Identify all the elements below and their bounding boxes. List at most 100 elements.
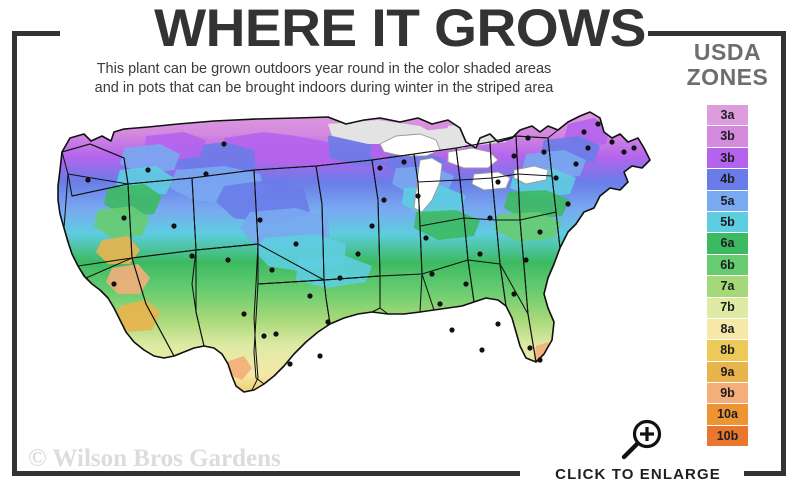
- city-marker: [273, 331, 279, 337]
- legend-swatch-3b-1[interactable]: 3b: [707, 126, 748, 148]
- watermark: © Wilson Bros Gardens: [28, 445, 281, 472]
- city-marker: [495, 179, 501, 185]
- legend-swatch-5b-5[interactable]: 5b: [707, 211, 748, 234]
- legend-swatch-label: 6a: [720, 236, 735, 251]
- city-marker: [377, 165, 383, 171]
- frame-top-left: [12, 31, 60, 36]
- city-marker: [415, 193, 421, 199]
- city-marker: [449, 327, 455, 333]
- legend-swatch-label: 5b: [720, 214, 735, 229]
- city-marker: [595, 121, 601, 127]
- city-marker: [537, 357, 543, 363]
- city-marker: [307, 293, 313, 299]
- city-marker: [257, 217, 263, 223]
- legend-swatch-label: 3b: [720, 150, 735, 165]
- legend-swatch-label: 3a: [720, 107, 735, 122]
- city-marker: [581, 129, 587, 135]
- city-marker: [369, 223, 375, 229]
- legend-swatch-7a-8[interactable]: 7a: [707, 276, 748, 298]
- city-marker: [145, 167, 151, 173]
- city-marker: [241, 311, 247, 317]
- city-marker: [111, 281, 117, 287]
- city-marker: [479, 347, 485, 353]
- legend-swatch-label: 8a: [720, 321, 735, 336]
- subtitle-line-2: and in pots that can be brought indoors …: [94, 80, 554, 96]
- legend-swatch-9b-13[interactable]: 9b: [707, 383, 748, 405]
- city-marker: [609, 139, 615, 145]
- legend-heading-line-1: USDA: [693, 39, 762, 65]
- city-marker: [537, 229, 543, 235]
- legend-swatch-label: 10a: [717, 407, 738, 422]
- city-marker: [225, 257, 231, 263]
- city-marker: [525, 135, 531, 141]
- legend-heading: USDA ZONES: [660, 40, 795, 90]
- zone-pocket-9b-28: [226, 356, 252, 380]
- city-marker: [511, 291, 517, 297]
- city-marker: [437, 301, 443, 307]
- legend-swatch-5a-4[interactable]: 5a: [707, 190, 748, 212]
- legend-swatch-3b-2[interactable]: 3b: [707, 147, 748, 170]
- legend-swatch-label: 9b: [720, 386, 735, 401]
- city-marker: [171, 223, 177, 229]
- frame-bottom-right: [744, 471, 786, 476]
- city-marker: [325, 319, 331, 325]
- legend-swatch-4b-3[interactable]: 4b: [707, 169, 748, 191]
- click-to-enlarge-label[interactable]: CLICK TO ENLARGE: [555, 466, 721, 483]
- legend-swatch-3a-0[interactable]: 3a: [707, 105, 748, 127]
- city-marker: [317, 353, 323, 359]
- city-marker: [121, 215, 127, 221]
- zone-pocket-9b-30: [106, 264, 150, 294]
- legend-swatch-label: 3b: [720, 129, 735, 144]
- city-marker: [553, 175, 559, 181]
- city-marker: [85, 177, 91, 183]
- usda-zone-legend[interactable]: 3a 3b 3b 4b 5a 5b 6a 6b 7a 7b 8a 8b 9a 9b 10a 10b: [707, 105, 748, 448]
- magnifier-plus-icon[interactable]: [618, 418, 666, 462]
- city-marker: [621, 149, 627, 155]
- legend-swatch-label: 6b: [720, 257, 735, 272]
- city-marker: [527, 345, 533, 351]
- legend-swatch-7b-9[interactable]: 7b: [707, 297, 748, 319]
- page-title: WHERE IT GROWS: [154, 0, 646, 58]
- legend-swatch-6a-6[interactable]: 6a: [707, 233, 748, 255]
- city-marker: [487, 215, 493, 221]
- hardiness-zone-map[interactable]: [28, 108, 678, 458]
- legend-swatch-label: 5a: [720, 193, 735, 208]
- city-marker: [585, 145, 591, 151]
- map-zone-fill: [58, 112, 650, 392]
- legend-swatch-9a-12[interactable]: 9a: [707, 361, 748, 384]
- zone-pocket-5b-8: [296, 256, 372, 288]
- city-marker: [189, 253, 195, 259]
- frame-right: [781, 31, 786, 476]
- city-markers: [85, 121, 637, 367]
- city-marker: [541, 149, 547, 155]
- city-marker: [429, 271, 435, 277]
- city-marker: [463, 281, 469, 287]
- city-marker: [477, 251, 483, 257]
- legend-swatch-label: 8b: [720, 343, 735, 358]
- city-marker: [293, 241, 299, 247]
- subtitle-line-1: This plant can be grown outdoors year ro…: [96, 61, 552, 77]
- legend-swatch-10b-15[interactable]: 10b: [707, 425, 748, 448]
- legend-swatch-8b-11[interactable]: 8b: [707, 340, 748, 362]
- city-marker: [523, 257, 529, 263]
- city-marker: [221, 141, 227, 147]
- legend-swatch-8a-10[interactable]: 8a: [707, 318, 748, 341]
- city-marker: [269, 267, 275, 273]
- legend-swatch-label: 7a: [720, 279, 735, 294]
- state-boundaries: [61, 111, 651, 393]
- subtitle: This plant can be grown outdoors year ro…: [24, 60, 624, 98]
- city-marker: [495, 321, 501, 327]
- frame-left: [12, 31, 17, 476]
- legend-swatch-10a-14[interactable]: 10a: [707, 404, 748, 426]
- legend-swatch-label: 10b: [716, 428, 739, 443]
- city-marker: [355, 251, 361, 257]
- zone-pocket-5a-10: [120, 144, 180, 174]
- city-marker: [287, 361, 293, 367]
- legend-swatch-label: 4b: [720, 172, 735, 187]
- legend-swatch-label: 7b: [720, 300, 735, 315]
- city-marker: [423, 235, 429, 241]
- great-lakes: [379, 133, 549, 213]
- frame-bottom-left: [12, 471, 520, 476]
- legend-swatch-6b-7[interactable]: 6b: [707, 254, 748, 277]
